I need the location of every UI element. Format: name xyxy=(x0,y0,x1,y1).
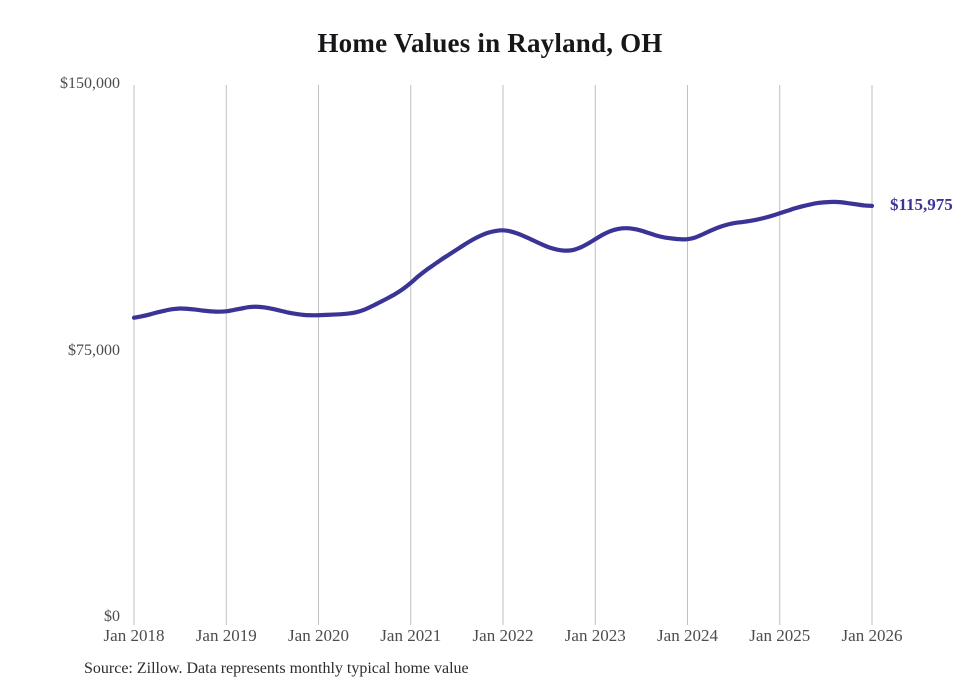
chart-title: Home Values in Rayland, OH xyxy=(317,28,663,58)
x-tick-label: Jan 2019 xyxy=(195,626,257,645)
x-tick-label: Jan 2022 xyxy=(472,626,534,645)
x-gridlines xyxy=(133,85,873,618)
source-note: Source: Zillow. Data represents monthly … xyxy=(84,660,469,677)
x-tick-label: Jan 2025 xyxy=(749,626,811,645)
y-tick-label: $0 xyxy=(104,608,120,625)
x-tick-marks xyxy=(133,618,873,625)
x-tick-label: Jan 2023 xyxy=(564,626,626,645)
y-tick-label: $75,000 xyxy=(68,341,120,359)
x-tick-label: Jan 2024 xyxy=(657,626,718,645)
x-tick-label: Jan 2021 xyxy=(380,626,442,645)
x-tick-label: Jan 2018 xyxy=(103,626,165,645)
x-tick-label: Jan 2020 xyxy=(288,626,349,645)
x-tick-label: Jan 2026 xyxy=(841,626,903,645)
home-value-line xyxy=(131,199,875,320)
end-value-label: $115,975 xyxy=(890,194,953,214)
y-tick-label: $150,000 xyxy=(60,75,120,92)
